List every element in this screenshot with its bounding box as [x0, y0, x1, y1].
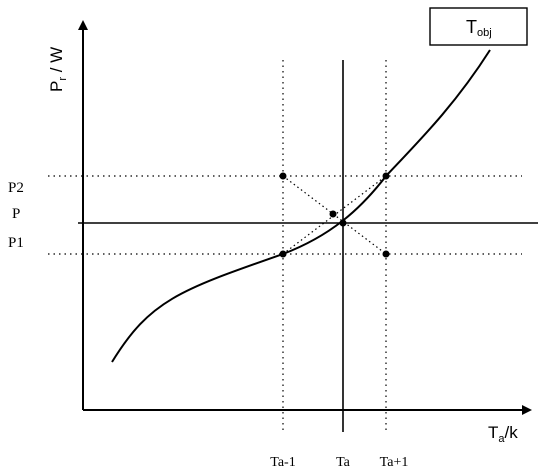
point-ta-minus-1-p1: [279, 250, 287, 258]
x-axis-label: Ta/k: [488, 423, 518, 445]
point-intersection-center: [339, 219, 347, 227]
x-tick-label-ta-minus-1: Ta-1: [270, 455, 295, 470]
x-tick-label-ta-plus-1: Ta+1: [380, 455, 409, 470]
point-ta-plus-1-p2: [382, 172, 390, 180]
y-tick-label-p2: P2: [8, 180, 24, 196]
point-intersection-upper: [329, 210, 337, 218]
y-axis-label: Pr / W: [47, 47, 69, 92]
y-tick-label-p1: P1: [8, 235, 24, 251]
point-ta-minus-1-p2: [279, 172, 287, 180]
legend-box: [429, 7, 528, 46]
y-tick-label-p: P: [12, 206, 20, 222]
point-ta-plus-1-p1: [382, 250, 390, 258]
legend-label: Tobj: [466, 17, 492, 39]
x-tick-label-ta: Ta: [336, 455, 351, 470]
characteristic-curve: [111, 49, 491, 363]
